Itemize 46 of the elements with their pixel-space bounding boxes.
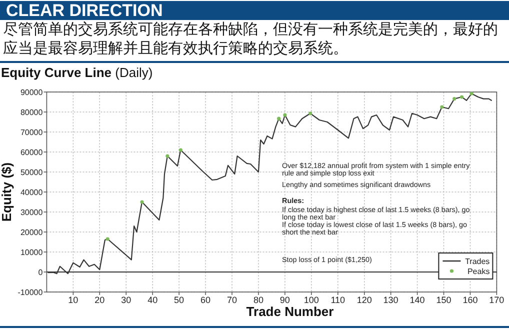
x-tick-label: 70 (226, 295, 237, 305)
legend-label: Peaks (467, 267, 490, 276)
x-tick-label: 90 (280, 295, 290, 305)
x-tick-label: 120 (356, 295, 372, 305)
x-tick-label: 110 (330, 295, 346, 305)
text: Equity Curve Line (Daily) (1, 65, 153, 80)
x-tick-label: 130 (383, 295, 398, 305)
point (308, 112, 312, 116)
y-tick-label: 40000 (20, 188, 44, 197)
x-tick-label: 50 (174, 295, 184, 305)
point (440, 105, 444, 109)
point (178, 148, 182, 152)
chart-subtitle: 尽管简单的交易系统可能存在各种缺陷，但没有一种系统是完美的，最好的应当是最容易理解并且能有效执行策略的交易系统。 (3, 21, 498, 57)
y-tick-label: 60000 (20, 148, 44, 157)
y-tick-label: -10000 (18, 288, 44, 297)
point (460, 95, 464, 99)
x-tick-label: 10 (68, 295, 78, 305)
y-tick-label: 80000 (20, 108, 44, 117)
x-tick-label: 30 (121, 295, 132, 305)
point (452, 97, 456, 101)
x-tick-label: 60 (200, 295, 211, 305)
x-tick-label: 150 (436, 295, 452, 305)
point (470, 92, 474, 96)
y-tick-label: 90000 (20, 88, 44, 97)
y-tick-label: 50000 (20, 168, 44, 177)
y-tick-label: 0 (38, 268, 44, 277)
x-axis-title: Trade Number (246, 304, 334, 319)
point (277, 116, 281, 120)
x-tick-label: 100 (304, 295, 319, 305)
y-tick-label: 10000 (20, 248, 44, 257)
chart-title: CLEAR DIRECTION (6, 1, 163, 20)
point (140, 200, 144, 204)
x-tick-label: 170 (489, 295, 504, 305)
x-tick-label: 20 (94, 295, 105, 305)
x-tick-label: 160 (462, 295, 478, 305)
x-tick-label: 140 (410, 295, 425, 305)
point (106, 237, 110, 241)
point (166, 154, 170, 158)
x-tick-label: 40 (148, 295, 158, 305)
y-axis-title: Equity ($) (0, 162, 14, 222)
y-tick-label: 20000 (20, 228, 44, 237)
x-tick-label: 80 (253, 295, 264, 305)
point (283, 113, 287, 117)
y-tick-label: 70000 (20, 128, 44, 137)
legend-label: Trades (465, 257, 490, 266)
y-tick-label: 30000 (20, 208, 44, 217)
